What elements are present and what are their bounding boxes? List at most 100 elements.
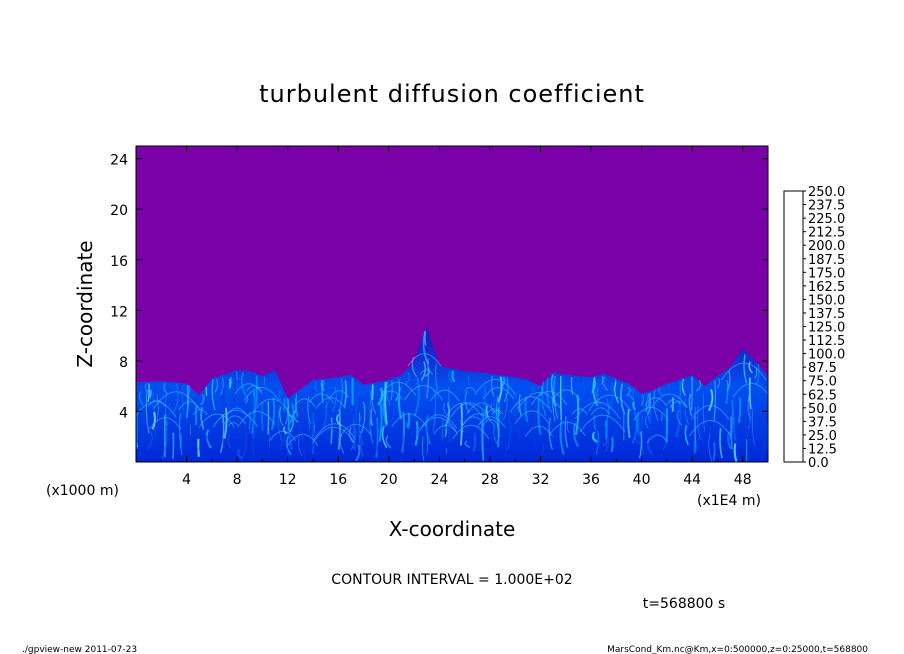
colorbar-label: 87.5 — [808, 361, 837, 376]
turbulence-streak — [702, 394, 705, 432]
x-tick-label: 36 — [582, 472, 600, 488]
colorbar-label: 225.0 — [808, 212, 845, 227]
plume-arc — [462, 416, 485, 426]
turbulence-streak — [460, 403, 463, 446]
turbulence-streak — [628, 386, 632, 402]
plume-arc — [418, 417, 457, 432]
turbulence-streak — [460, 417, 464, 433]
turbulence-streak — [743, 354, 748, 384]
colorbar-label: 237.5 — [808, 199, 845, 214]
turbulence-streak — [164, 394, 169, 427]
plume-arc — [646, 434, 669, 444]
plume-arc — [245, 385, 263, 392]
turbulence-streak — [571, 377, 574, 395]
turbulence-streak — [755, 363, 760, 385]
colorbar-label: 0.0 — [808, 456, 829, 471]
plume-arc — [313, 423, 356, 440]
turbulence-streak — [595, 430, 600, 455]
turbulence-streak — [365, 397, 372, 430]
turbulence-streak — [684, 425, 689, 446]
plume-arc — [445, 402, 483, 417]
turbulence-streak — [406, 422, 410, 430]
turbulence-streak — [223, 407, 228, 439]
turbulence-streak — [248, 411, 253, 434]
turbulence-streak — [548, 417, 554, 450]
turbulence-streak — [647, 393, 652, 415]
turbulence-streak — [645, 416, 649, 429]
x-tick-label: 12 — [279, 472, 297, 488]
plume-arc — [234, 383, 263, 395]
turbulence-streak — [504, 439, 509, 457]
turbulence-streak — [303, 447, 306, 461]
turbulence-streak — [716, 378, 720, 389]
plume-arc — [315, 397, 346, 409]
plume-arc — [721, 362, 767, 381]
plume-arc — [688, 420, 732, 437]
colorbar: 250.0237.5225.0212.5200.0187.5175.0162.5… — [783, 185, 845, 471]
turbulence-streak — [593, 415, 596, 431]
turbulence-streak — [179, 413, 183, 456]
turbulence-streak — [136, 383, 140, 396]
turbulence-streak — [564, 416, 569, 448]
turbulence-streak — [352, 418, 356, 451]
footer-right: MarsCond_Km.nc@Km,x=0:500000,z=0:25000,t… — [607, 645, 868, 654]
turbulence-streak — [748, 378, 752, 410]
x-unit-left: (x1000 m) — [46, 483, 119, 499]
turbulence-streak — [451, 370, 456, 383]
turbulence-streak — [205, 435, 210, 447]
colorbar-label: 187.5 — [808, 253, 845, 268]
turbulence-streak — [420, 361, 427, 382]
turbulence-streak — [506, 414, 511, 427]
turbulence-streak — [337, 408, 341, 450]
turbulence-streak — [480, 424, 484, 455]
plume-arc — [433, 424, 459, 435]
turbulence-streak — [151, 411, 156, 430]
turbulence-streak — [227, 433, 232, 449]
turbulence-streak — [381, 425, 388, 449]
turbulence-streak — [680, 379, 686, 398]
turbulence-streak — [162, 382, 169, 395]
turbulence-streak — [757, 391, 760, 434]
plume-arc — [178, 401, 201, 411]
turbulence-streak — [712, 442, 716, 461]
turbulence-streak — [322, 402, 328, 430]
mixed-layer — [136, 325, 768, 462]
plume-arc — [198, 413, 235, 428]
turbulence-streak — [321, 380, 325, 389]
turbulence-streak — [708, 433, 713, 462]
turbulence-streak — [505, 418, 511, 453]
turbulence-streak — [194, 446, 199, 455]
turbulence-streak — [355, 444, 361, 462]
turbulence-streak — [287, 447, 289, 460]
turbulence-streak — [481, 424, 485, 461]
turbulence-streak — [382, 390, 388, 427]
turbulence-streak — [299, 399, 305, 444]
plume-arc — [466, 402, 497, 415]
turbulence-streak — [497, 376, 503, 403]
x-axis-ticks: 4 8 12 16 20 24 28 32 36 40 44 48 — [160, 146, 752, 488]
turbulence-streak — [233, 372, 236, 405]
turbulence-streak — [300, 400, 304, 422]
turbulence-streak — [502, 392, 508, 421]
plot-frame — [135, 145, 769, 463]
turbulence-streak — [286, 435, 292, 456]
turbulence-streak — [222, 387, 226, 417]
plume-arc — [732, 382, 768, 398]
colorbar-label: 200.0 — [808, 239, 845, 254]
turbulence-streak — [147, 431, 153, 450]
colorbar-label: 125.0 — [808, 321, 845, 336]
turbulence-streak — [421, 435, 425, 462]
turbulence-streak — [252, 398, 256, 439]
x-tick-label: 4 — [182, 472, 191, 488]
turbulence-streak — [282, 394, 288, 414]
turbulence-streak — [147, 383, 150, 402]
turbulence-streak — [546, 378, 551, 409]
turbulence-streak — [161, 418, 168, 460]
x-tick-label: 20 — [380, 472, 398, 488]
turbulence-streak — [733, 443, 738, 462]
turbulence-streak — [402, 370, 409, 394]
turbulence-streak — [426, 432, 429, 454]
turbulence-streak — [513, 389, 518, 416]
turbulence-streak — [376, 445, 381, 458]
turbulence-streak — [384, 381, 388, 425]
